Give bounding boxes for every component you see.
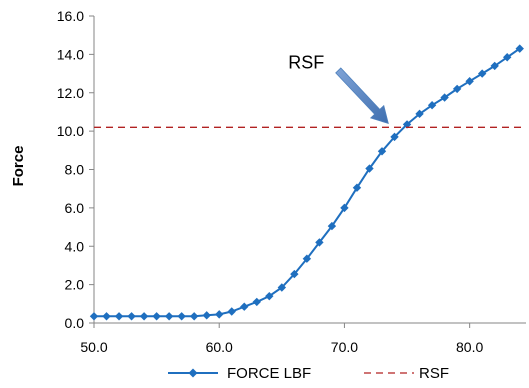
data-point xyxy=(189,312,199,321)
y-tick-label: 16.0 xyxy=(57,8,84,24)
y-tick-label: 12.0 xyxy=(57,85,84,101)
data-point xyxy=(164,312,174,321)
legend-item-rsf: RSF xyxy=(364,365,449,382)
data-point xyxy=(352,183,362,192)
data-point xyxy=(290,269,299,279)
data-point xyxy=(152,312,161,321)
data-point xyxy=(427,101,437,110)
x-tick-label: 80.0 xyxy=(456,339,483,355)
data-point xyxy=(252,297,261,307)
data-point xyxy=(114,312,124,321)
data-point xyxy=(477,69,487,78)
series-force-lbf xyxy=(89,44,524,321)
data-point xyxy=(240,302,249,311)
legend-marker-swatch xyxy=(188,368,198,378)
data-point xyxy=(503,53,512,62)
data-point xyxy=(127,312,136,321)
x-tick-label: 60.0 xyxy=(206,339,233,355)
legend: FORCE LBF RSF xyxy=(168,365,449,382)
legend-item-force-lbf: FORCE LBF xyxy=(168,365,311,382)
plot-area: 0.0 2.0 4.0 6.0 8.0 10.0 12.0 14.0 16.0 50.0 60.0… xyxy=(57,8,526,355)
annotation-arrow xyxy=(335,67,389,124)
data-point xyxy=(377,147,387,156)
data-point xyxy=(515,44,524,53)
data-point xyxy=(452,84,462,94)
data-point xyxy=(390,132,399,142)
series-layer xyxy=(89,44,526,321)
annotation-label: RSF xyxy=(288,52,324,72)
data-point xyxy=(139,312,149,321)
y-axis-title: Force xyxy=(10,146,27,187)
data-point xyxy=(402,120,412,129)
data-point xyxy=(340,203,349,213)
data-point xyxy=(440,93,449,102)
y-tick-label: 2.0 xyxy=(65,277,85,293)
x-tick-label: 70.0 xyxy=(331,339,358,355)
data-point xyxy=(265,291,274,301)
legend-label: FORCE LBF xyxy=(227,365,311,382)
annotation-layer: RSF xyxy=(288,52,389,124)
data-point xyxy=(177,312,186,321)
x-tick-label: 50.0 xyxy=(80,339,107,355)
y-tick-label: 14.0 xyxy=(57,46,84,62)
data-point xyxy=(215,310,224,319)
data-point xyxy=(315,238,324,247)
y-axis: 0.0 2.0 4.0 6.0 8.0 10.0 12.0 14.0 16.0 xyxy=(57,8,95,331)
legend-label: RSF xyxy=(419,365,449,382)
y-tick-label: 6.0 xyxy=(65,200,85,216)
data-point xyxy=(302,254,312,263)
y-tick-label: 0.0 xyxy=(65,315,85,331)
data-point xyxy=(490,61,499,71)
data-point xyxy=(89,312,99,321)
y-tick-label: 8.0 xyxy=(65,162,85,178)
data-point xyxy=(202,311,211,320)
data-point xyxy=(227,307,236,316)
data-point xyxy=(415,109,424,119)
data-point xyxy=(102,312,111,321)
y-tick-label: 10.0 xyxy=(57,123,84,139)
data-point xyxy=(365,164,374,173)
data-point xyxy=(277,283,287,292)
data-point xyxy=(465,77,474,86)
data-point xyxy=(327,221,337,231)
x-axis: 50.0 60.0 70.0 80.0 xyxy=(80,322,526,355)
y-tick-label: 4.0 xyxy=(65,238,85,254)
